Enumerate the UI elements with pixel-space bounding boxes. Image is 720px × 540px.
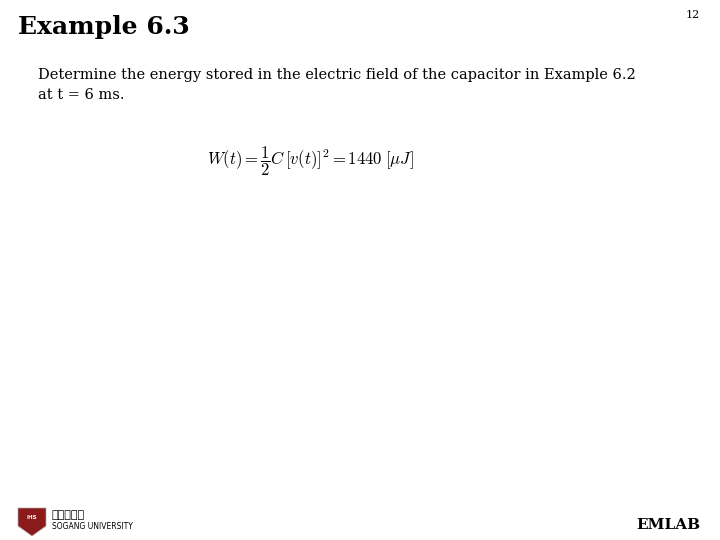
Text: Example 6.3: Example 6.3 — [18, 15, 190, 39]
Text: at t = 6 ms.: at t = 6 ms. — [38, 88, 125, 102]
Text: 서강대학교: 서강대학교 — [52, 510, 85, 520]
Text: 12: 12 — [685, 10, 700, 20]
Text: IHS: IHS — [27, 515, 37, 520]
Polygon shape — [18, 508, 46, 536]
Text: SOGANG UNIVERSITY: SOGANG UNIVERSITY — [52, 522, 133, 531]
Text: Determine the energy stored in the electric field of the capacitor in Example 6.: Determine the energy stored in the elect… — [38, 68, 636, 82]
Text: EMLAB: EMLAB — [636, 518, 700, 532]
Text: $W(t) = \dfrac{1}{2}C\,[v(t)]^2 = 1440\;[\mu J]$: $W(t) = \dfrac{1}{2}C\,[v(t)]^2 = 1440\;… — [207, 145, 413, 178]
